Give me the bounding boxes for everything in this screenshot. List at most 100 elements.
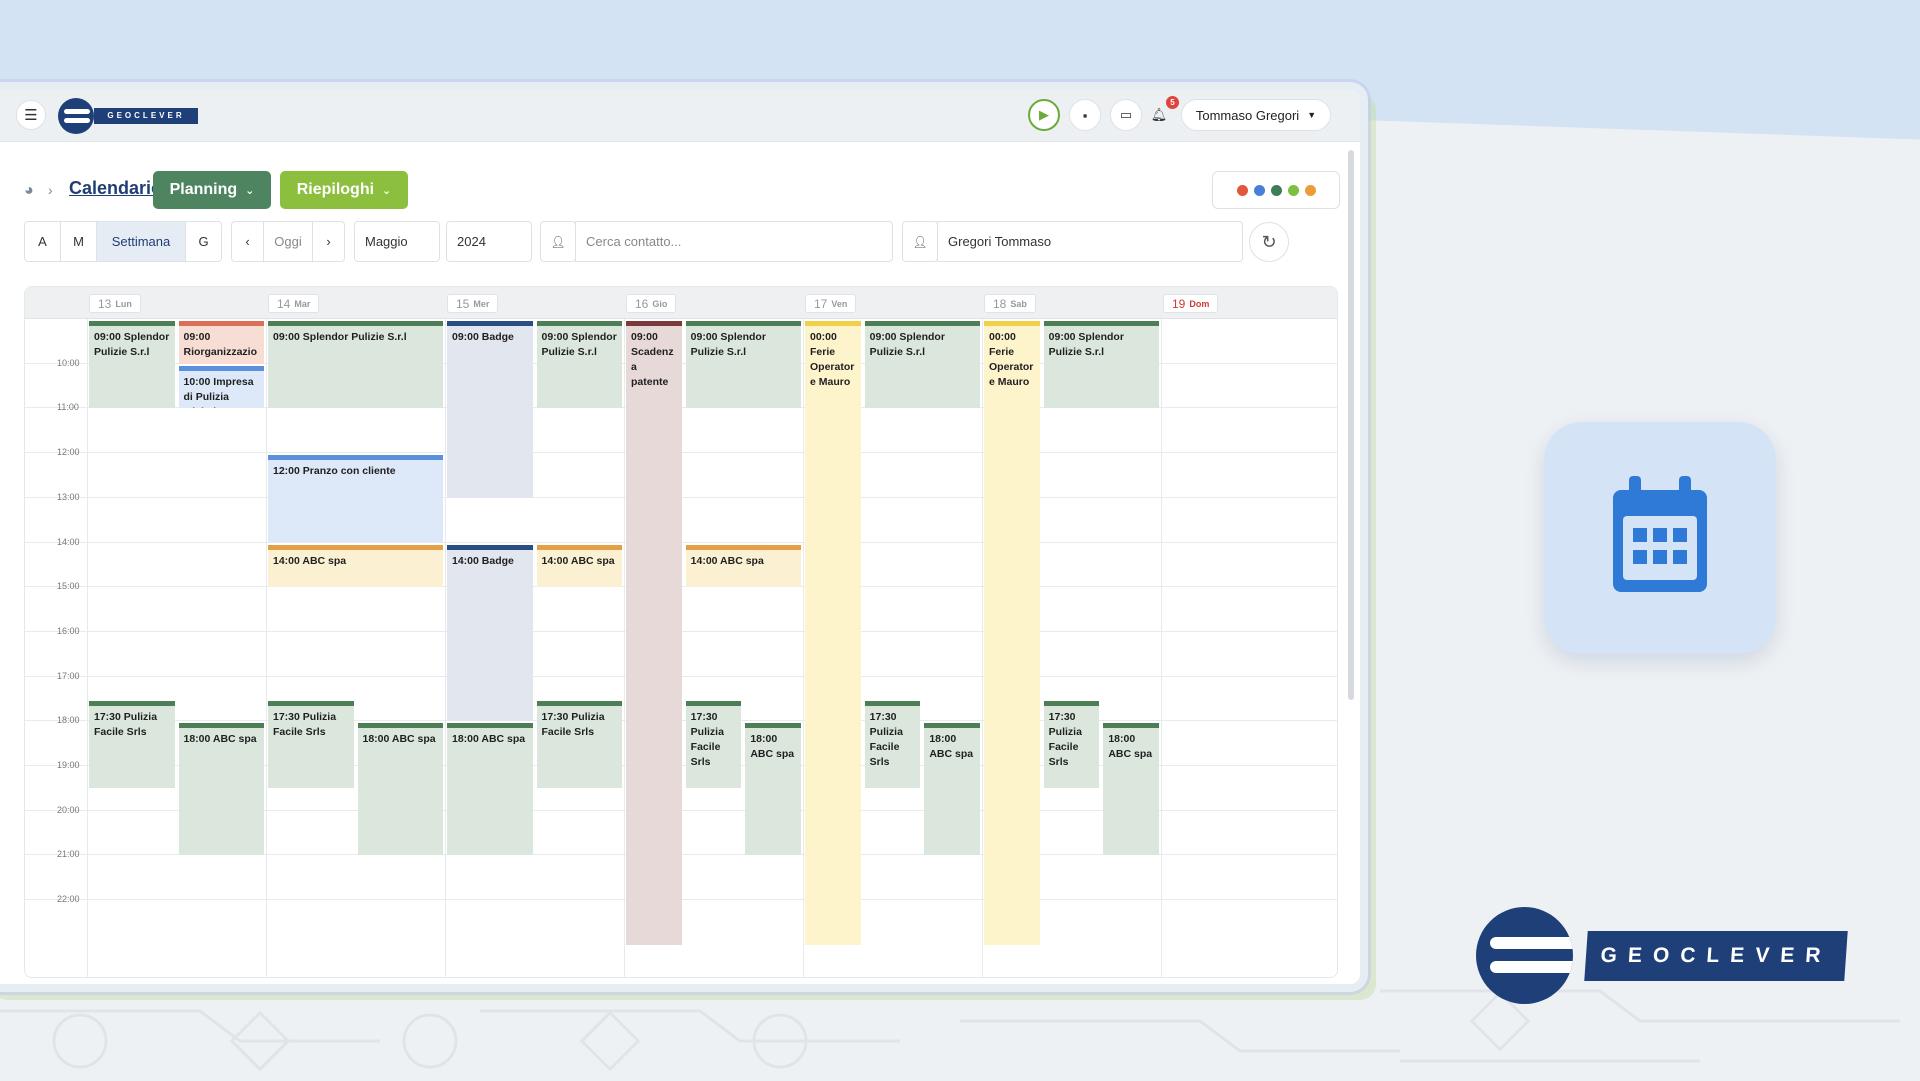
- month-select[interactable]: Maggio: [354, 221, 440, 262]
- view-day-label: G: [198, 234, 209, 249]
- riepiloghi-dropdown[interactable]: Riepiloghi ⌄: [280, 171, 408, 209]
- planning-dropdown[interactable]: Planning ⌄: [153, 171, 271, 209]
- calendar-event[interactable]: 14:00 Badge: [447, 544, 533, 722]
- day-header[interactable]: 14 Mar: [268, 294, 320, 313]
- day-column-divider: [624, 319, 625, 977]
- day-header[interactable]: 18 Sab: [984, 294, 1036, 313]
- hour-label: 12:00: [57, 447, 80, 458]
- logo-wordmark: GEOCLEVER: [94, 108, 198, 124]
- dashboard-icon[interactable]: ◕: [24, 182, 34, 199]
- day-name: Sab: [1010, 298, 1027, 309]
- operator-icon-box: 👤︎: [902, 221, 938, 262]
- calendar-event[interactable]: 09:00 Splendor Pulizie S.r.l: [89, 321, 175, 409]
- calendar-event[interactable]: 18:00 ABC spa: [178, 723, 264, 856]
- calendar-event[interactable]: 14:00 ABC spa: [685, 544, 801, 588]
- bell-icon: 🔔︎: [1150, 107, 1168, 122]
- logo-wordmark: GEOCLEVER: [1584, 931, 1848, 981]
- day-column-divider: [445, 319, 446, 977]
- calendar-event[interactable]: 14:00 ABC spa: [536, 544, 622, 588]
- contact-search-input[interactable]: Cerca contatto...: [575, 221, 893, 262]
- view-day-button[interactable]: G: [185, 221, 222, 262]
- calendar-event[interactable]: 17:30 Pulizia Facile Srls: [89, 700, 175, 789]
- calendar-event[interactable]: 09:00 Splendor Pulizie S.r.l: [1043, 321, 1159, 409]
- calendar-header: 13 Lun 14 Mar 15 Mer 16 Gio 17 Ven 18 Sab 19 Dom: [25, 287, 1337, 319]
- view-month-button[interactable]: M: [60, 221, 97, 262]
- day-header[interactable]: 19 Dom: [1163, 294, 1219, 313]
- day-number: 13: [98, 296, 112, 311]
- calendar-event[interactable]: 09:00 Badge: [447, 321, 533, 498]
- day-header[interactable]: 17 Ven: [805, 294, 857, 313]
- menu-icon: ☰: [24, 107, 38, 124]
- status-dot[interactable]: [1304, 184, 1316, 196]
- calendar-event[interactable]: 17:30 Pulizia Facile Srls: [1043, 700, 1100, 789]
- next-button[interactable]: ›: [312, 221, 345, 262]
- status-dot[interactable]: [1236, 184, 1248, 196]
- year-select[interactable]: 2024: [446, 221, 532, 262]
- user-menu[interactable]: Tommaso Gregori ▼: [1181, 99, 1331, 131]
- play-button[interactable]: ▶: [1028, 99, 1060, 131]
- calendar-event[interactable]: 18:00 ABC spa: [1103, 723, 1159, 856]
- day-header[interactable]: 16 Gio: [626, 294, 677, 313]
- notification-count: 5: [1166, 96, 1179, 109]
- top-bar: ☰ GEOCLEVER ▶ ▪ ▭ 🔔︎ 5 Tommaso Gregori ▼: [0, 90, 1360, 142]
- calendar-event[interactable]: 14:00 ABC spa: [268, 544, 443, 588]
- chevron-right-icon: ›: [48, 182, 53, 198]
- calendar-event[interactable]: 12:00 Pranzo con cliente: [268, 455, 443, 543]
- day-name: Lun: [115, 298, 132, 309]
- calendar-icon: [1613, 476, 1707, 592]
- menu-toggle-button[interactable]: ☰: [16, 100, 46, 130]
- logo-mark-icon: [58, 98, 94, 134]
- day-number: 17: [814, 296, 828, 311]
- calendar-event[interactable]: 18:00 ABC spa: [357, 723, 443, 856]
- calendar-event[interactable]: 10:00 Impresa di Pulizia Michele Raso S.…: [178, 365, 264, 409]
- calendar-event[interactable]: 18:00 ABC spa: [745, 723, 801, 856]
- calendar-event[interactable]: 17:30 Pulizia Facile Srls: [685, 700, 742, 789]
- calendar-event[interactable]: 17:30 Pulizia Facile Srls: [864, 700, 921, 789]
- status-dot[interactable]: [1253, 184, 1265, 196]
- today-label: Oggi: [274, 234, 302, 249]
- page-title[interactable]: Calendario: [69, 178, 163, 198]
- brand-logo: GEOCLEVER: [1476, 907, 1848, 1007]
- planning-label: Planning: [169, 181, 238, 198]
- status-dot[interactable]: [1270, 184, 1282, 196]
- calendar-event[interactable]: 17:30 Pulizia Facile Srls: [268, 700, 354, 789]
- chevron-left-icon: ‹: [245, 234, 250, 249]
- view-week-button[interactable]: Settimana: [96, 221, 186, 262]
- day-column-divider: [1161, 319, 1162, 977]
- monitor-icon: ▭: [1119, 107, 1133, 122]
- contact-icon-box: 👤︎: [540, 221, 576, 262]
- status-dot[interactable]: [1287, 184, 1299, 196]
- calendar-event[interactable]: 18:00 ABC spa: [447, 723, 533, 856]
- refresh-button[interactable]: ↻: [1249, 222, 1289, 262]
- calendar-event[interactable]: 17:30 Pulizia Facile Srls: [536, 700, 622, 789]
- app-logo[interactable]: GEOCLEVER: [58, 98, 198, 134]
- calendar-event[interactable]: 09:00 Riorganizzazione: [178, 321, 264, 364]
- scrollbar[interactable]: [1348, 150, 1354, 700]
- calendar-event[interactable]: 09:00 Splendor Pulizie S.r.l: [864, 321, 980, 409]
- chevron-down-icon: ⌄: [245, 184, 255, 197]
- view-year-button[interactable]: A: [24, 221, 61, 262]
- calendar-event[interactable]: 18:00 ABC spa: [924, 723, 980, 856]
- hour-label: 19:00: [57, 760, 80, 770]
- calendar-event[interactable]: 09:00 Splendor Pulizie S.r.l: [685, 321, 801, 409]
- status-filter[interactable]: [1212, 171, 1340, 209]
- circuit-pattern: [0, 989, 1900, 1072]
- prev-button[interactable]: ‹: [231, 221, 264, 262]
- day-header[interactable]: 13 Lun: [89, 294, 141, 313]
- day-header[interactable]: 15 Mer: [447, 294, 499, 313]
- calendar-event[interactable]: 09:00 Splendor Pulizie S.r.l: [268, 321, 443, 409]
- note-button[interactable]: ▪: [1069, 99, 1101, 131]
- today-button[interactable]: Oggi: [263, 221, 313, 262]
- calendar-event[interactable]: 00:00 Ferie Operatore Mauro: [805, 321, 861, 945]
- monitor-button[interactable]: ▭: [1110, 99, 1142, 131]
- calendar-tile: [1544, 422, 1776, 654]
- calendar-event[interactable]: 00:00 Ferie Operatore Mauro: [984, 321, 1040, 945]
- notifications-button[interactable]: 🔔︎ 5: [1143, 96, 1179, 131]
- chevron-right-icon: ›: [326, 234, 331, 249]
- riepiloghi-label: Riepiloghi: [296, 181, 375, 198]
- day-column-divider: [982, 319, 983, 977]
- day-column-divider: [266, 319, 267, 977]
- operator-select[interactable]: Gregori Tommaso: [937, 221, 1243, 262]
- calendar-event[interactable]: 09:00 Splendor Pulizie S.r.l: [536, 321, 622, 409]
- calendar-event[interactable]: 09:00 Scadenza patente: [626, 321, 682, 945]
